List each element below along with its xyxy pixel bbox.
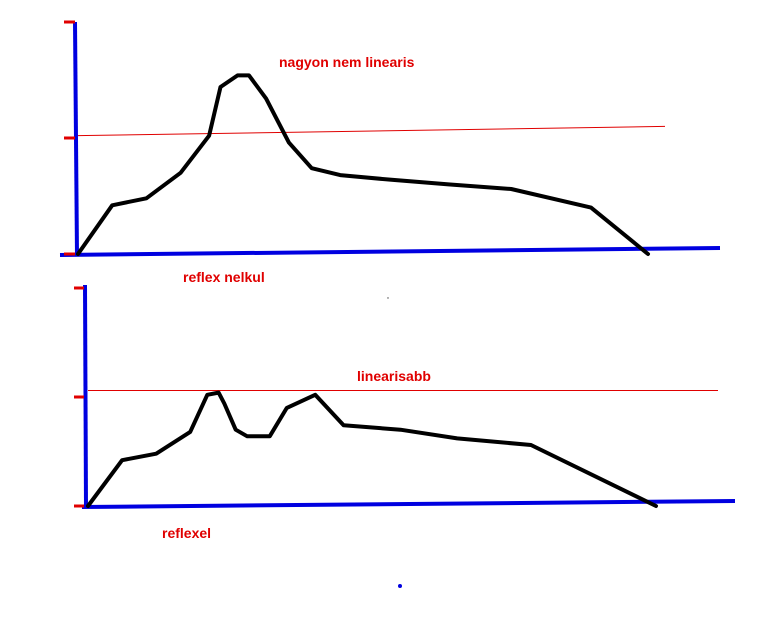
stray-dot — [398, 584, 402, 588]
chart-top-annotation: nagyon nem linearis — [279, 54, 415, 70]
chart-top: nagyon nem linearis reflex nelkul — [59, 20, 721, 285]
chart-bottom-caption: reflexel — [162, 525, 211, 541]
chart-top-caption: reflex nelkul — [183, 269, 265, 285]
chart-bottom-y-axis — [83, 284, 88, 509]
chart-bottom-x-axis — [81, 499, 736, 509]
chart-top-y-ticks — [64, 20, 75, 256]
chart-top-curve — [76, 73, 650, 256]
chart-top-reference-line — [77, 125, 666, 137]
chart-top-y-axis — [73, 21, 79, 257]
chart-bottom-curve — [86, 390, 658, 508]
chart-bottom: linearisabb reflexel — [74, 284, 736, 541]
chart-bottom-annotation: linearisabb — [357, 368, 431, 384]
chart-top-x-axis — [59, 246, 721, 257]
chart-bottom-y-ticks — [74, 286, 84, 508]
stray-dot-small — [387, 297, 389, 299]
